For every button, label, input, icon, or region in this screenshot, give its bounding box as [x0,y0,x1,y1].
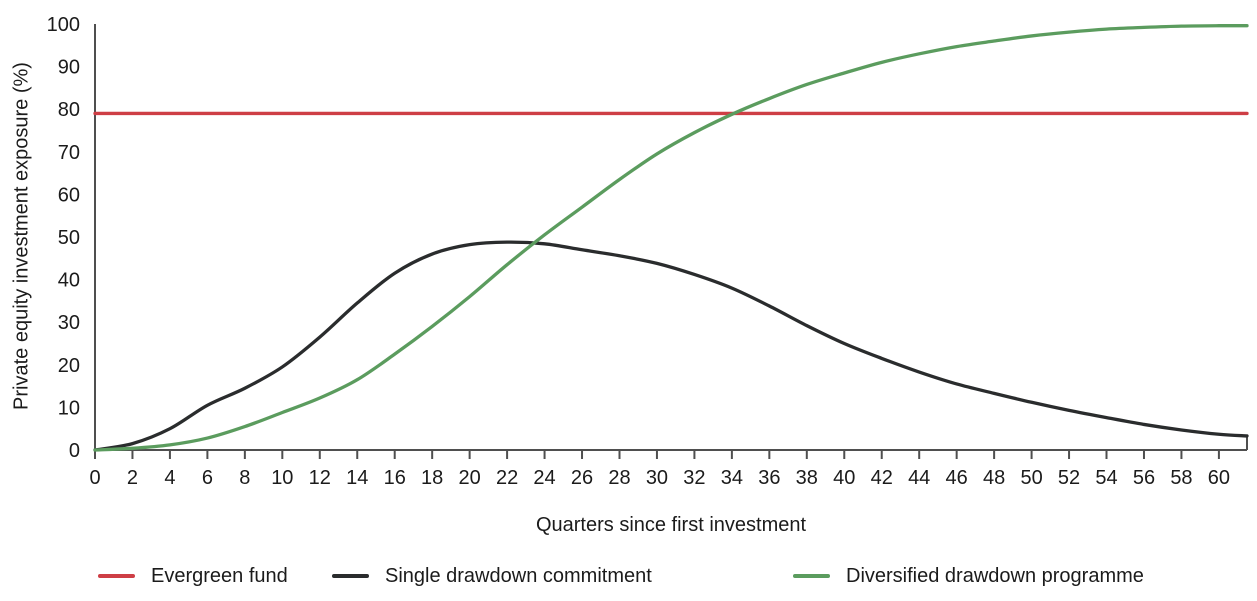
x-tick-label: 40 [833,467,855,489]
x-tick-label: 20 [459,467,481,489]
x-tick-label: 16 [384,467,406,489]
y-tick-label: 30 [58,312,80,334]
y-tick-label: 70 [58,142,80,164]
x-tick-label: 54 [1095,467,1117,489]
legend-item-single-drawdown-commitment: Single drawdown commitment [332,563,652,589]
x-tick-label: 8 [239,467,250,489]
x-tick-label: 52 [1058,467,1080,489]
legend-item-evergreen-fund: Evergreen fund [98,563,288,589]
x-tick-label: 42 [871,467,893,489]
legend-swatch-single-drawdown-commitment [332,574,369,578]
x-tick-label: 22 [496,467,518,489]
x-tick-label: 6 [202,467,213,489]
legend-label: Evergreen fund [151,564,288,587]
x-tick-label: 34 [721,467,743,489]
series-line-diversified-drawdown-programme [93,24,1249,452]
x-tick-label: 14 [346,467,368,489]
x-tick-label: 32 [683,467,705,489]
x-axis-title: Quarters since first investment [535,514,807,536]
legend-swatch-evergreen-fund [98,574,135,578]
x-tick-label: 36 [758,467,780,489]
x-tick-label: 44 [908,467,930,489]
x-tick-label: 50 [1020,467,1042,489]
x-tick-label: 10 [271,467,293,489]
y-tick-label: 10 [58,397,80,419]
legend-label: Diversified drawdown programme [846,564,1144,587]
x-tick-label: 2 [127,467,138,489]
y-tick-label: 90 [58,57,80,79]
x-tick-label: 24 [533,467,555,489]
x-tick-label: 56 [1133,467,1155,489]
x-tick-label: 0 [89,467,100,489]
x-tick-label: 30 [646,467,668,489]
x-tick-label: 60 [1208,467,1230,489]
y-tick-label: 80 [58,99,80,121]
y-tick-label: 40 [58,270,80,292]
x-tick-label: 26 [571,467,593,489]
x-tick-label: 58 [1170,467,1192,489]
legend-item-diversified-drawdown-programme: Diversified drawdown programme [793,563,1144,589]
x-tick-label: 48 [983,467,1005,489]
series-line-single-drawdown-commitment [93,240,1249,452]
x-tick-label: 38 [796,467,818,489]
legend-swatch-diversified-drawdown-programme [793,574,830,578]
y-tick-label: 50 [58,227,80,249]
x-tick-label: 4 [164,467,175,489]
y-tick-label: 20 [58,355,80,377]
legend-label: Single drawdown commitment [385,564,652,587]
y-tick-label: 0 [69,440,80,462]
y-axis-title: Private equity investment exposure (%) [10,62,33,410]
y-tick-label: 60 [58,184,80,206]
x-tick-label: 46 [946,467,968,489]
x-tick-label: 12 [309,467,331,489]
x-tick-label: 28 [608,467,630,489]
x-tick-label: 18 [421,467,443,489]
y-tick-label: 100 [47,14,80,36]
